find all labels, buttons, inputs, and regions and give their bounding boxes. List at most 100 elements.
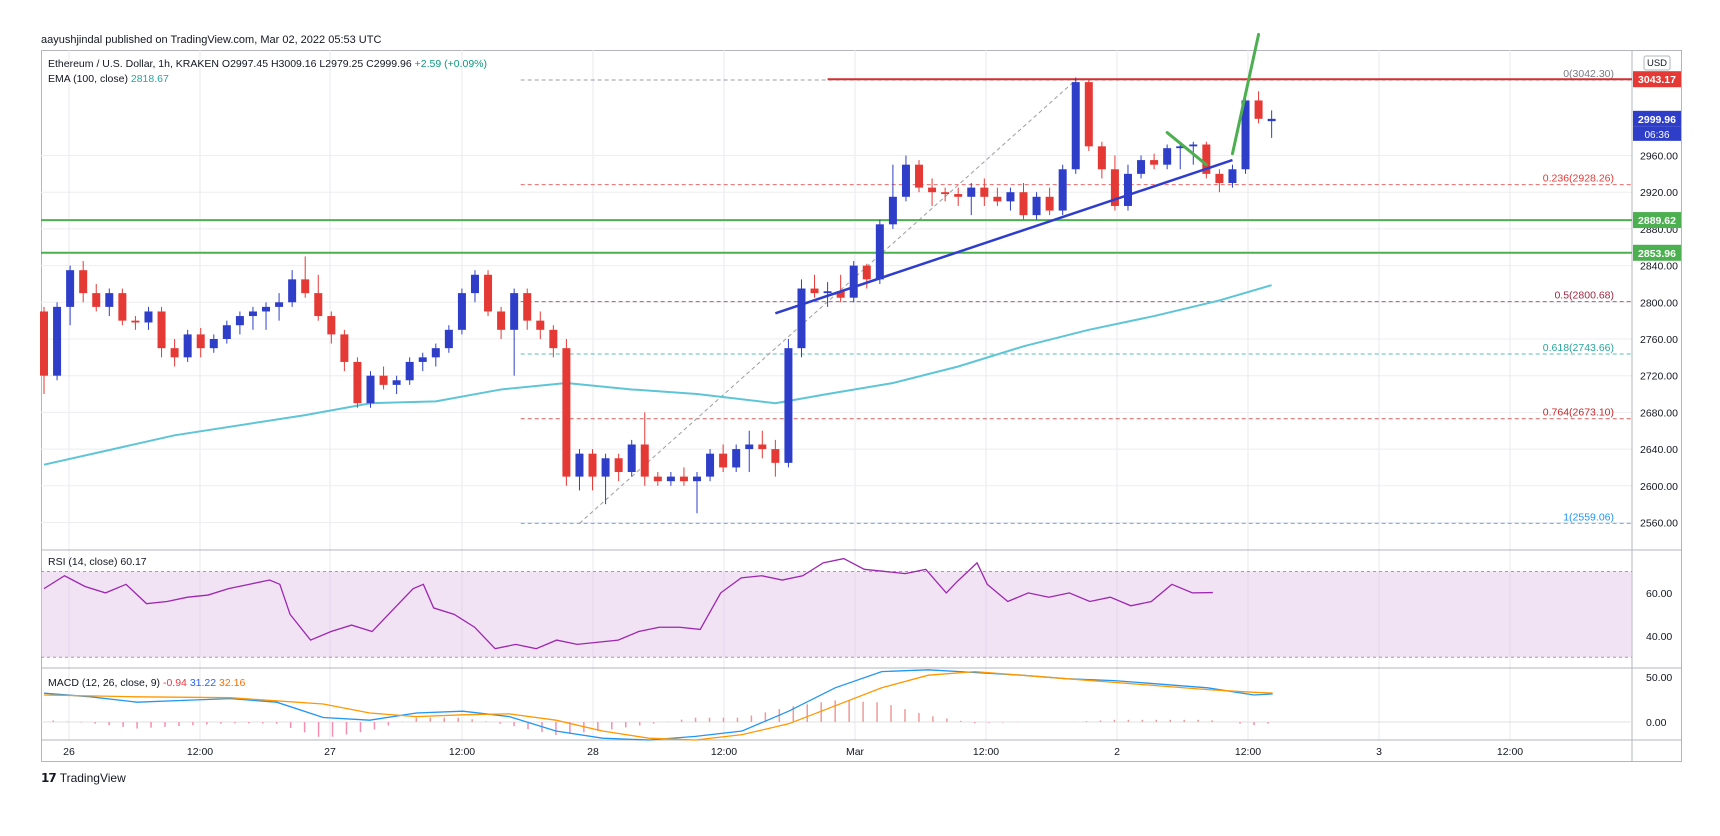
ema-label[interactable]: EMA (100, close) [48,73,128,85]
candle-body [1097,146,1106,170]
candle-body [314,293,323,317]
publisher-line: aayushjindal published on TradingView.co… [41,34,382,46]
chart-frame[interactable] [41,50,1682,762]
candle-body [954,194,963,197]
symbol-label[interactable]: Ethereum / U.S. Dollar, 1h, KRAKEN [48,58,219,70]
macd-tick-label: 50.00 [1646,672,1672,684]
tradingview-logo-icon: 𝟭𝟳 [41,771,57,785]
time-tick-label: 28 [587,746,599,758]
candle-body [823,291,832,294]
candle-body [262,306,271,312]
candle-body [379,375,388,385]
candle-body [1150,160,1159,165]
fib-level-label: 0.764(2673.10) [1543,407,1614,419]
candle-body [431,348,440,358]
candle-body [53,306,62,376]
candle-body [510,293,519,330]
rsi-tick-label: 40.00 [1646,631,1672,643]
candle-body [1189,144,1198,147]
price-tick-label: 2760.00 [1640,334,1678,346]
candle-body [745,444,754,450]
candle-body [928,187,937,193]
macd-signal-value: 32.16 [219,677,246,689]
candle-body [993,196,1002,202]
price-tick-label: 2800.00 [1640,297,1678,309]
candle-body [1123,173,1132,206]
price-tick-label: 2560.00 [1640,517,1678,529]
price-tick-label: 2680.00 [1640,407,1678,419]
candle-body [640,444,649,477]
candle-body [1019,192,1028,216]
candle-body [1254,100,1263,119]
macd-label[interactable]: MACD (12, 26, close, 9) [48,677,161,689]
candle-body [1032,196,1041,216]
price-tag [1633,71,1681,88]
candle-body [549,329,558,349]
trendline [774,158,1233,315]
candle-body [40,311,48,376]
candle-body [849,265,858,298]
candle-body [1228,169,1237,184]
countdown-tag [1633,126,1681,141]
candle-body [196,334,205,349]
candle-body [66,270,75,307]
candle-body [732,449,741,468]
macd-histogram-value: -0.94 [162,677,187,689]
price-tag [1633,244,1681,261]
candle-body [758,444,767,450]
candle-body [183,334,192,358]
candle-body [1215,173,1224,184]
price-tick-label: 2960.00 [1640,151,1678,163]
time-tick-label: Mar [846,746,865,758]
candle-body [340,334,349,362]
countdown-label: 06:36 [1644,130,1669,141]
candle-body [1110,169,1119,206]
candle-body [1071,82,1080,170]
open-value: O2997.45 [221,58,269,70]
candle-body [288,279,297,303]
macd-line [43,669,1273,741]
candle-body [875,224,884,280]
candle-body [941,192,950,195]
currency-label: USD [1647,58,1667,69]
time-tick-label: 12:00 [711,746,737,758]
rsi-band [41,571,1632,658]
price-tag-label: 2999.96 [1638,114,1676,126]
candle-body [301,279,310,294]
time-tick-label: 12:00 [449,746,475,758]
ema-legend: EMA (100, close) 2818.67 [48,73,169,85]
price-tick-label: 2600.00 [1640,481,1678,493]
rsi-value: 60.17 [120,556,147,568]
candle-body [105,293,114,307]
candle-body [771,449,780,463]
candle-body [470,274,479,294]
fib-level-label: 0.236(2928.26) [1543,173,1614,185]
currency-badge [1643,55,1671,71]
rsi-label[interactable]: RSI (14, close) [48,556,118,568]
candle-body [915,164,924,188]
tradingview-logo[interactable]: 𝟭𝟳 TradingView [41,771,126,785]
projection-arrow [1165,131,1208,167]
candle-body [679,476,688,482]
candle-body [862,265,871,280]
ema100-line [43,284,1272,466]
candle-body [79,270,88,294]
time-tick-label: 3 [1376,746,1382,758]
candle-body [1006,192,1015,202]
macd-signal-line [43,670,1273,741]
time-tick-label: 27 [324,746,336,758]
candle-body [131,320,140,323]
candle-body [1137,160,1146,174]
candle-body [901,164,910,197]
candle-body [327,316,336,335]
price-tag-label: 3043.17 [1638,74,1676,86]
candle-body [1241,100,1250,170]
candle-body [275,302,284,307]
candle-body [601,458,610,477]
candle-body [784,348,793,463]
candle-body [484,274,493,312]
candle-body [353,361,362,404]
candle-body [170,348,179,358]
candle-body [118,293,127,321]
